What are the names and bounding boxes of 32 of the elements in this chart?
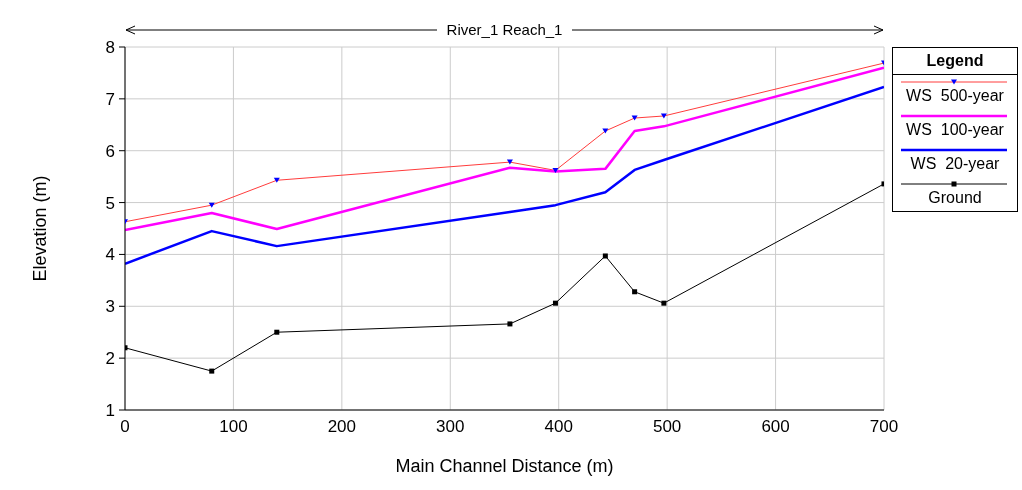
- x-tick-label: 500: [652, 417, 682, 437]
- point: [507, 321, 513, 327]
- text: WS 100-year: [905, 121, 1005, 139]
- legend-label: Ground: [927, 189, 983, 207]
- text: WS 20-year: [909, 155, 1001, 173]
- y-tick-label: 1: [105, 401, 115, 421]
- point: [209, 368, 215, 374]
- point: [602, 253, 608, 259]
- legend-title: Legend: [893, 48, 1017, 75]
- x-tick-label: 600: [761, 417, 790, 437]
- point: [632, 289, 638, 295]
- point: [661, 300, 667, 306]
- x-tick-label: 0: [120, 417, 130, 437]
- y-tick-label: 2: [105, 349, 115, 369]
- x-tick-label: 300: [436, 417, 465, 437]
- x-tick-label: 200: [327, 417, 357, 437]
- chart-title: River_1 Reach_1: [436, 21, 573, 38]
- x-tick-label: 700: [869, 417, 899, 437]
- y-tick-label: 5: [105, 193, 115, 213]
- x-tick-label: 400: [544, 417, 573, 437]
- y-axis-title: Elevation (m): [30, 175, 51, 282]
- x-axis-title: Main Channel Distance (m): [395, 456, 614, 476]
- y-tick-label: 6: [105, 141, 115, 161]
- x-tick-label: 100: [219, 417, 248, 437]
- point: [552, 300, 558, 306]
- point: [274, 329, 280, 335]
- y-tick-label: 8: [105, 38, 115, 58]
- y-tick-label: 3: [105, 297, 115, 317]
- y-tick-label: 7: [105, 89, 115, 109]
- legend-label: WS 500-year: [905, 87, 1005, 105]
- line-series: [125, 85, 884, 266]
- y-tick-label: 4: [105, 245, 115, 265]
